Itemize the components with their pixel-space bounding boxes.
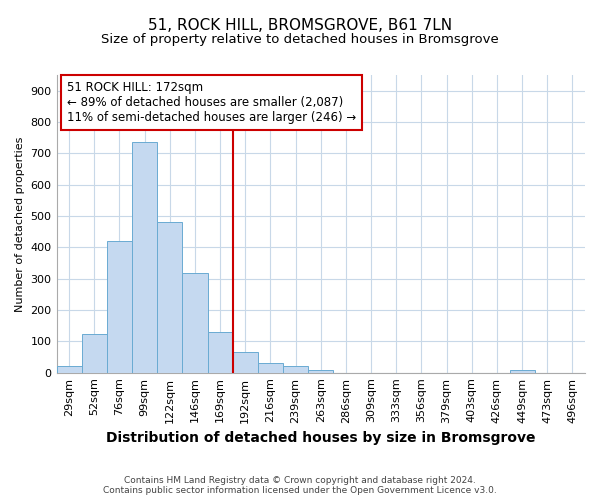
Bar	[56, 366, 82, 372]
Text: 51, ROCK HILL, BROMSGROVE, B61 7LN: 51, ROCK HILL, BROMSGROVE, B61 7LN	[148, 18, 452, 32]
Bar	[82, 334, 107, 372]
Bar	[182, 273, 208, 372]
Bar	[208, 332, 233, 372]
Bar	[107, 241, 132, 372]
Y-axis label: Number of detached properties: Number of detached properties	[15, 136, 25, 312]
X-axis label: Distribution of detached houses by size in Bromsgrove: Distribution of detached houses by size …	[106, 431, 536, 445]
Text: Size of property relative to detached houses in Bromsgrove: Size of property relative to detached ho…	[101, 32, 499, 46]
Bar	[308, 370, 334, 372]
Bar	[233, 352, 258, 372]
Bar	[157, 222, 182, 372]
Text: 51 ROCK HILL: 172sqm
← 89% of detached houses are smaller (2,087)
11% of semi-de: 51 ROCK HILL: 172sqm ← 89% of detached h…	[67, 81, 356, 124]
Bar	[509, 370, 535, 372]
Bar	[132, 142, 157, 372]
Text: Contains HM Land Registry data © Crown copyright and database right 2024.
Contai: Contains HM Land Registry data © Crown c…	[103, 476, 497, 495]
Bar	[283, 366, 308, 372]
Bar	[258, 364, 283, 372]
